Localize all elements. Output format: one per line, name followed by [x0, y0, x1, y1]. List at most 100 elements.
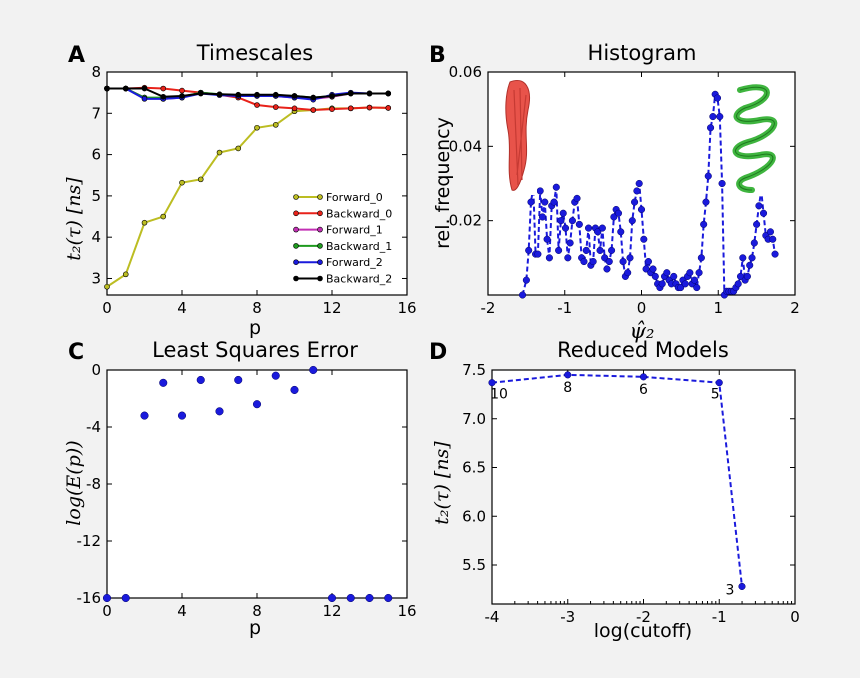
series-point [291, 93, 298, 99]
histogram-line [521, 91, 777, 299]
series-point [272, 122, 279, 128]
x-tick-label: 1 [713, 299, 723, 317]
histogram-point [697, 254, 705, 262]
y-tick-label: 5.5 [462, 556, 486, 574]
x-tick-label: 16 [397, 602, 416, 620]
legend-marker [317, 210, 323, 217]
histogram-point [755, 202, 763, 210]
series-point [254, 102, 260, 108]
error-point [140, 411, 149, 420]
histogram-point [631, 198, 639, 206]
error-point [159, 378, 168, 387]
histogram-point [681, 280, 689, 288]
y-tick-label: 0.06 [449, 63, 482, 81]
series-point [141, 219, 148, 226]
model-point-label: 6 [639, 382, 648, 398]
histogram-point [561, 224, 570, 232]
panel-b: B Histogram -2 -1 0 1 2 0.02 0.04 0.06 ψ̂₂ rel.… [429, 41, 800, 343]
histogram-point [759, 209, 768, 217]
legend-marker [293, 275, 299, 282]
y-tick-label: 6 [91, 146, 101, 164]
histogram-point [614, 209, 623, 217]
series-point [122, 271, 129, 278]
histogram-point [635, 179, 643, 188]
legend-label: Forward_2 [326, 256, 383, 269]
histogram-point [743, 272, 751, 280]
series-point [122, 85, 129, 92]
panel-d-title: Reduced Models [557, 338, 729, 362]
model-point [488, 379, 496, 387]
panel-d-xlabel: log(cutoff) [594, 620, 692, 642]
y-tick-label: 8 [91, 63, 101, 81]
panel-b-xlabel: ψ̂₂ [630, 319, 655, 343]
histogram-point [543, 235, 551, 243]
y-tick-label: 0.02 [449, 212, 482, 230]
red-protein-image [505, 77, 537, 195]
histogram-point [525, 246, 533, 254]
histogram-point [582, 246, 590, 254]
series-point [272, 104, 279, 110]
error-point [102, 593, 112, 603]
series-point [104, 283, 110, 290]
panel-letter-b: B [429, 43, 446, 68]
y-tick-label: 5 [91, 187, 101, 205]
x-tick-label: -4 [485, 608, 500, 626]
histogram-point [518, 291, 527, 299]
histogram-point [555, 246, 563, 254]
histogram-point [637, 205, 646, 214]
x-tick-label: 0 [102, 299, 112, 317]
histogram-point [644, 258, 652, 266]
histogram-point [695, 269, 703, 277]
panel-a-title: Timescales [196, 41, 313, 65]
model-line [491, 373, 743, 587]
histogram-point [550, 198, 558, 206]
x-tick-label: 2 [790, 299, 800, 317]
x-tick-label: 16 [397, 299, 416, 317]
legend-marker [317, 194, 323, 200]
panel-a-legend: Forward_0 Backward_0 Forward_1 Backward_1 Fo… [293, 191, 392, 286]
y-tick-label: 3 [91, 269, 101, 287]
error-point [309, 365, 318, 375]
model-point [564, 371, 572, 379]
error-point [252, 400, 262, 409]
x-tick-label: 8 [252, 299, 262, 317]
panel-c-title: Least Squares Error [152, 338, 358, 362]
histogram-point [534, 250, 542, 258]
y-tick-label: -8 [86, 475, 101, 493]
histogram-point [658, 280, 666, 288]
legend-marker [317, 259, 323, 266]
series-point [235, 91, 242, 98]
green-helix-image [730, 77, 778, 195]
histogram-point [527, 198, 535, 206]
x-tick-label: -2 [481, 299, 496, 317]
legend-marker [293, 226, 299, 233]
histogram-point [642, 265, 650, 273]
series-point [235, 145, 242, 152]
legend-label: Backward_1 [326, 240, 392, 253]
histogram-point [568, 217, 576, 225]
histogram-point [619, 258, 627, 266]
histogram-point [573, 194, 581, 202]
y-tick-label: 0.04 [449, 137, 482, 155]
histogram-point [677, 284, 685, 292]
histogram-point [552, 183, 560, 191]
series-point [216, 91, 223, 98]
error-point [384, 593, 393, 603]
legend-marker [317, 226, 323, 233]
x-tick-label: -2 [636, 608, 651, 626]
plot-area [491, 369, 796, 605]
panel-d-ylabel: t₂(τ) [ns] [431, 441, 453, 525]
x-tick-label: -1 [557, 299, 572, 317]
histogram-point [617, 228, 625, 236]
x-tick-label: 4 [177, 299, 187, 317]
y-tick-label: 0 [91, 361, 101, 379]
series-point [385, 105, 392, 111]
x-tick-label: 4 [177, 602, 187, 620]
histogram-point [709, 113, 717, 121]
y-tick-label: 6.5 [462, 459, 486, 477]
histogram-point [584, 224, 593, 232]
panel-c-xlabel: p [249, 617, 261, 639]
histogram-point [610, 213, 618, 221]
histogram-point [769, 235, 777, 243]
